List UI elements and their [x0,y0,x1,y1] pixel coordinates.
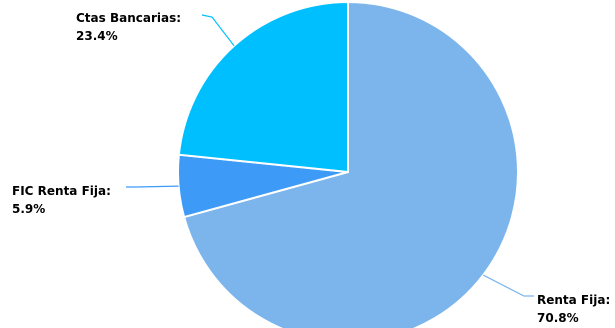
pie-slice-ctas-bancarias [177,0,349,174]
slice-value-ctas-bancarias: 23.4% [76,29,118,43]
leader-line-fic-renta-fija [126,185,179,188]
leader-line-renta-fija [482,274,534,297]
pie-leader-lines [126,14,534,297]
slice-value-renta-fija: 70.8% [537,311,579,325]
slice-label-renta-fija: Renta Fija: [537,293,610,307]
slice-label-ctas-bancarias: Ctas Bancarias: [76,11,181,25]
pie-slices [177,0,519,328]
leader-line-ctas-bancarias [201,14,235,47]
slice-label-fic-renta-fija: FIC Renta Fija: [12,184,111,198]
slice-value-fic-renta-fija: 5.9% [12,202,45,216]
pie-labels: Renta Fija: 70.8% FIC Renta Fija: 5.9% C… [12,11,610,325]
